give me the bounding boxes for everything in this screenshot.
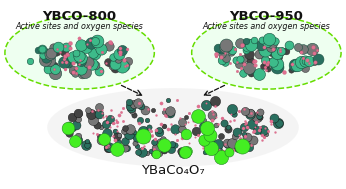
Text: YBaCo₄O₇: YBaCo₄O₇ (141, 163, 205, 177)
Text: Active sites and oxygen species: Active sites and oxygen species (16, 22, 144, 31)
Ellipse shape (47, 88, 299, 167)
Ellipse shape (5, 16, 154, 89)
Text: Active sites and oxygen species: Active sites and oxygen species (202, 22, 330, 31)
Text: YBCO-950: YBCO-950 (229, 10, 303, 23)
Ellipse shape (192, 16, 341, 89)
Text: YBCO-800: YBCO-800 (43, 10, 117, 23)
